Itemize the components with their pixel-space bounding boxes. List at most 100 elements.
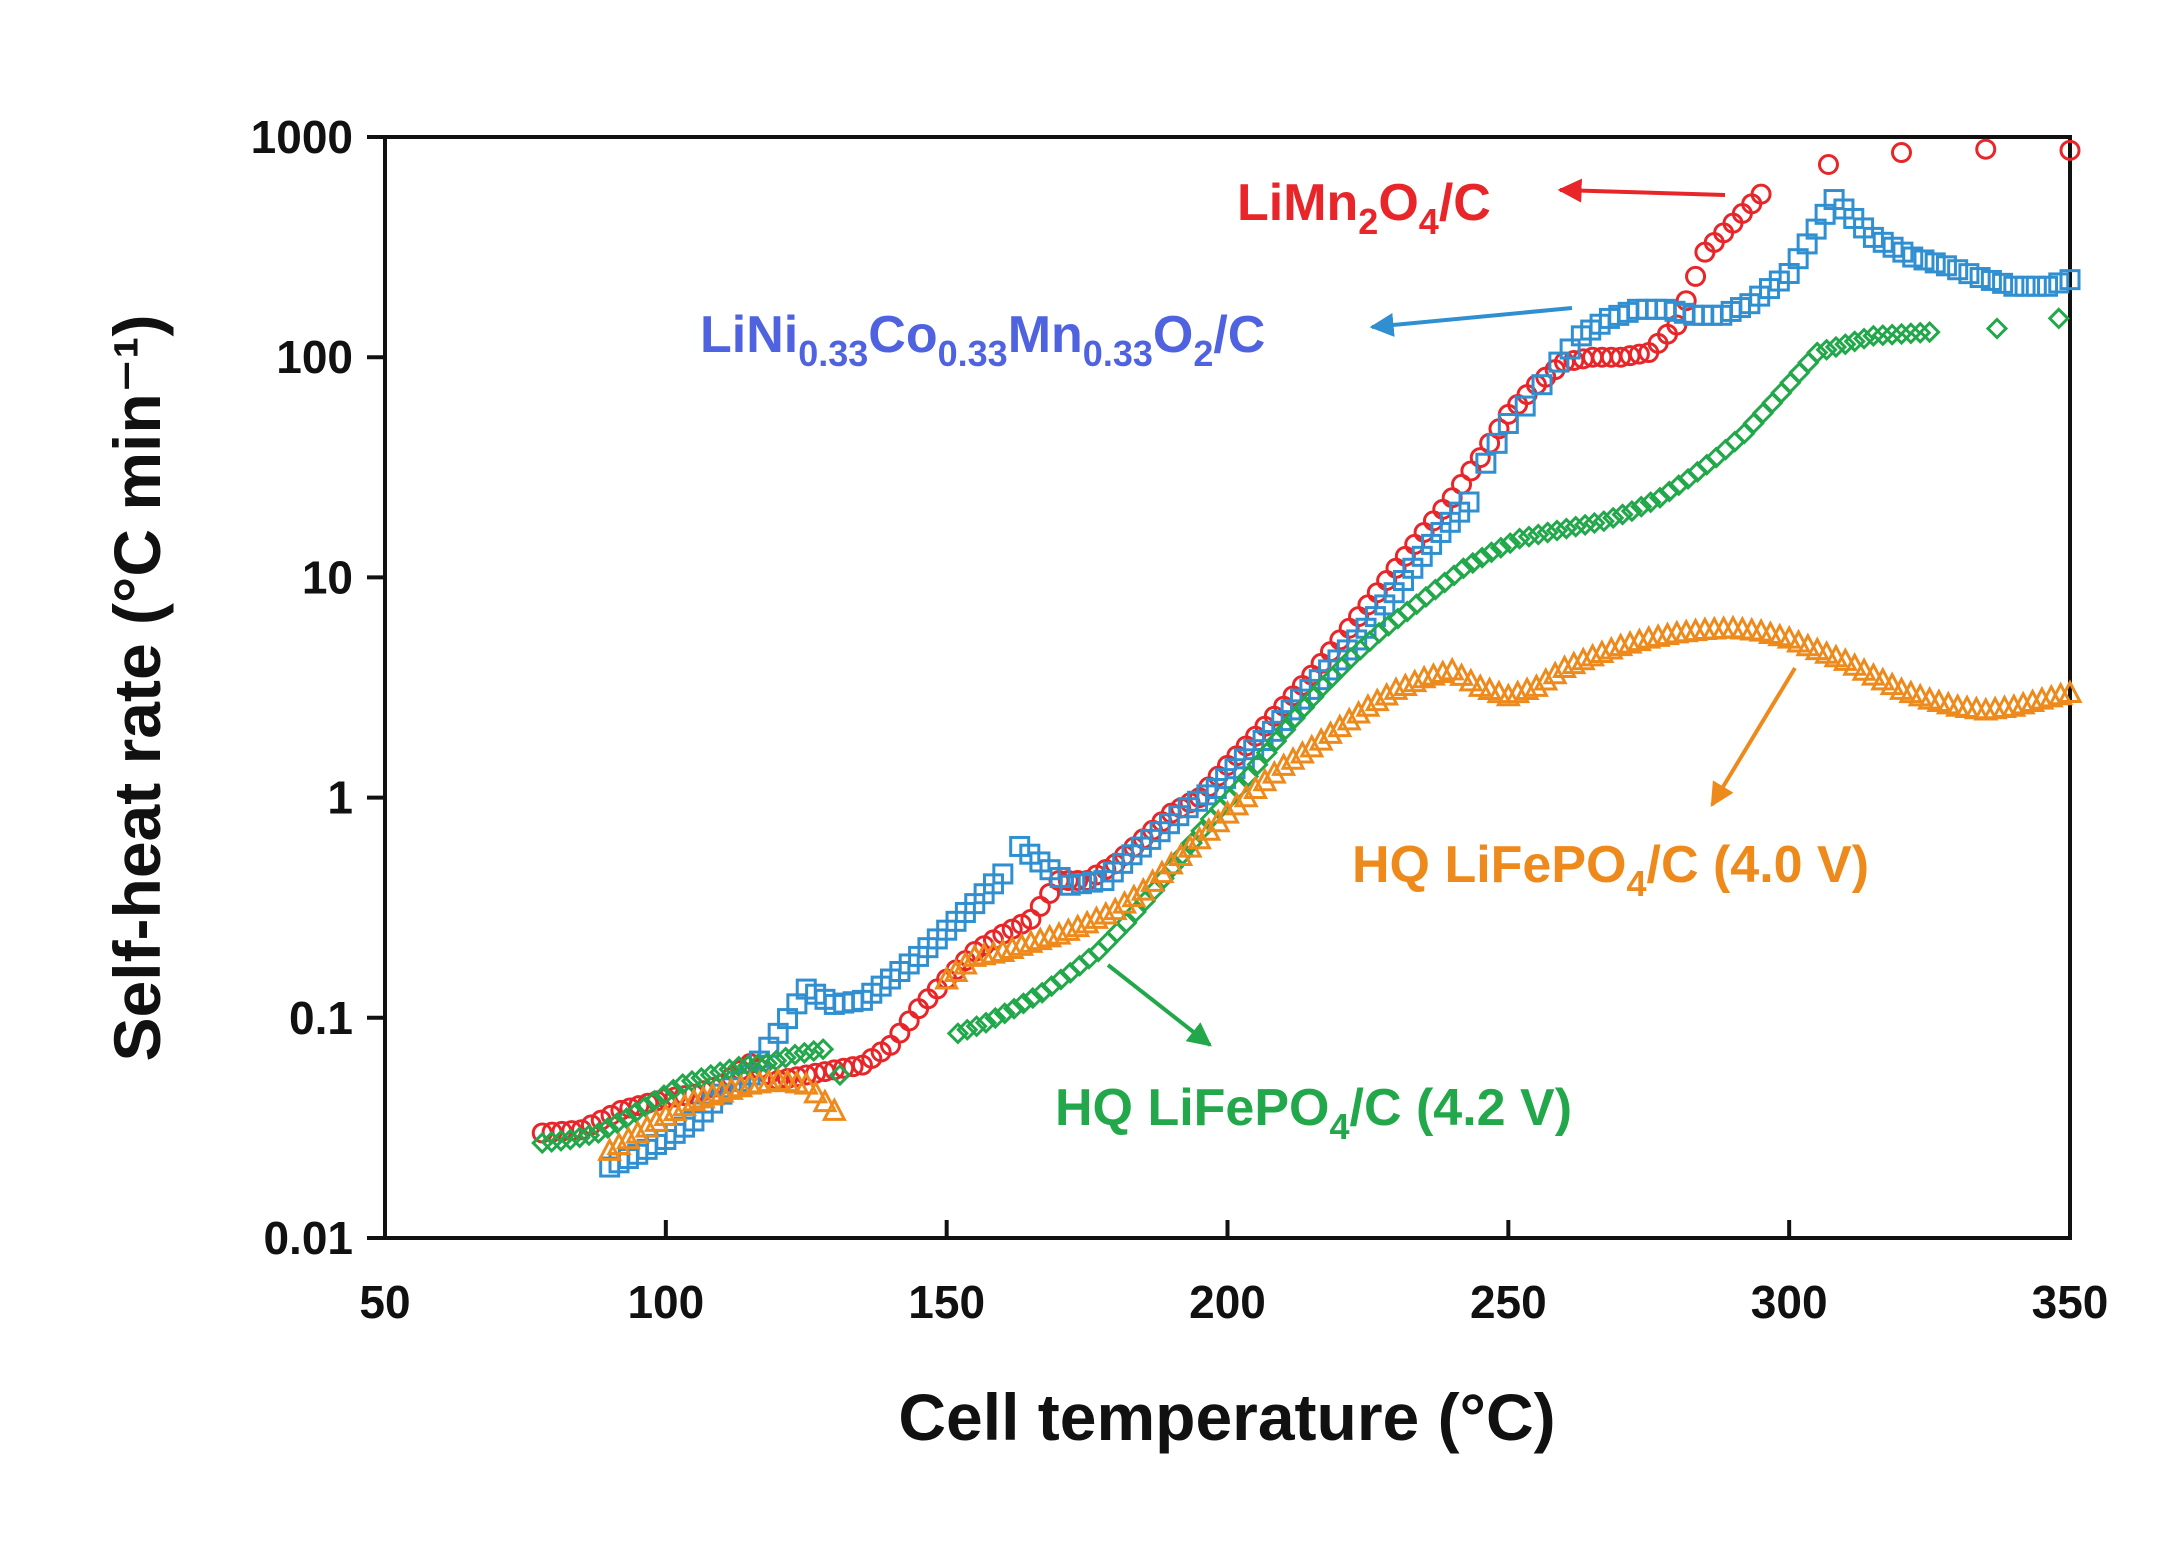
data-point	[2048, 681, 2074, 706]
data-point	[680, 1069, 704, 1093]
data-point	[1012, 992, 1035, 1015]
data-point	[1514, 395, 1536, 417]
arrow-lfp40	[1710, 666, 1797, 808]
data-point	[568, 1126, 591, 1149]
data-point	[2038, 683, 2064, 708]
data-point	[2025, 275, 2047, 297]
label-nmc: LiNi0.33Co0.33Mn0.33O2/C	[700, 306, 1265, 374]
y-tick-label: 0.01	[263, 1212, 353, 1264]
data-point	[615, 1107, 638, 1130]
data-point	[990, 938, 1016, 963]
data-point	[965, 1015, 988, 1038]
data-point	[728, 1073, 754, 1098]
data-point	[1348, 606, 1370, 628]
data-point	[1626, 627, 1652, 652]
x-tick-label: 250	[1470, 1276, 1547, 1328]
data-point	[1602, 506, 1625, 529]
y-tick-label: 1	[327, 772, 353, 824]
data-point	[671, 1072, 694, 1096]
data-point	[1832, 647, 1858, 671]
plot-frame	[383, 135, 2072, 1240]
data-point	[1461, 551, 1484, 575]
data-point	[1909, 321, 1932, 344]
data-point	[652, 1084, 676, 1107]
data-point	[1598, 635, 1624, 660]
data-point	[1843, 330, 1866, 353]
data-point	[643, 1108, 669, 1132]
data-point	[1046, 920, 1072, 945]
data-point	[821, 1097, 847, 1121]
data-point	[974, 1011, 998, 1034]
arrow-limn2o4	[1557, 178, 1726, 203]
data-point	[946, 1022, 970, 1045]
data-point	[2059, 269, 2081, 291]
data-point	[1422, 510, 1444, 532]
data-point	[1037, 923, 1063, 948]
data-point	[1685, 265, 1707, 287]
data-point	[699, 1063, 722, 1087]
data-point	[1236, 765, 1260, 788]
data-point	[1667, 474, 1690, 497]
data-point	[1542, 660, 1568, 685]
data-point	[803, 1079, 829, 1104]
data-point	[1881, 323, 1904, 346]
data-point	[1055, 917, 1081, 941]
label-limn2o4: LiMn2O4/C	[1237, 174, 1491, 242]
data-point	[1870, 666, 1896, 691]
data-point	[2003, 275, 2025, 297]
data-point	[2048, 272, 2070, 294]
data-point	[889, 1022, 911, 1044]
data-point	[1862, 324, 1885, 347]
data-point	[1469, 447, 1491, 469]
data-point	[1860, 661, 1886, 686]
data-point	[943, 958, 969, 982]
data-point	[1413, 521, 1435, 543]
data-point	[577, 1124, 601, 1147]
data-point	[1317, 720, 1343, 744]
data-point	[1059, 874, 1081, 896]
x-tick-label: 150	[908, 1276, 985, 1328]
data-point	[1385, 557, 1407, 579]
data-point	[1383, 676, 1409, 700]
data-point	[1420, 661, 1446, 686]
data-point	[1065, 913, 1091, 938]
data-point	[1806, 341, 1829, 364]
data-point	[1851, 656, 1877, 681]
x-axis-ticks: 50 100 150 200 250 300 350	[359, 1220, 2108, 1328]
data-point	[1376, 569, 1398, 591]
data-point	[559, 1128, 582, 1151]
data-point	[531, 1131, 554, 1155]
data-point	[2014, 275, 2036, 297]
data-point	[1564, 515, 1587, 538]
data-point	[1402, 668, 1428, 693]
data-point	[1628, 343, 1650, 365]
x-tick-label: 100	[627, 1276, 704, 1328]
data-point	[1980, 269, 2002, 291]
data-point	[1121, 883, 1147, 908]
data-point	[1817, 154, 1839, 176]
data-point	[1592, 510, 1615, 533]
data-point	[793, 1070, 819, 1095]
data-point	[1070, 873, 1092, 895]
data-point	[1486, 432, 1508, 454]
data-point	[1608, 632, 1634, 657]
data-point	[1093, 900, 1119, 925]
data-point	[1096, 930, 1119, 954]
data-point	[1561, 650, 1587, 675]
data-point	[1394, 545, 1416, 567]
label-lfp40: HQ LiFePO4/C (4.0 V)	[1352, 836, 1869, 904]
data-point	[596, 1116, 619, 1140]
data-point	[993, 1002, 1016, 1025]
data-point	[1430, 659, 1456, 684]
data-point	[624, 1101, 647, 1124]
data-point	[1620, 499, 1644, 523]
data-point	[1002, 997, 1026, 1020]
data-point	[1918, 320, 1941, 344]
data-point	[1770, 381, 1793, 404]
data-point	[992, 863, 1014, 885]
data-point	[984, 1006, 1007, 1030]
label-lfp42: HQ LiFePO4/C (4.2 V)	[1055, 1079, 1572, 1147]
data-point	[1246, 753, 1269, 776]
data-point	[1573, 513, 1597, 536]
data-point	[765, 1049, 788, 1072]
